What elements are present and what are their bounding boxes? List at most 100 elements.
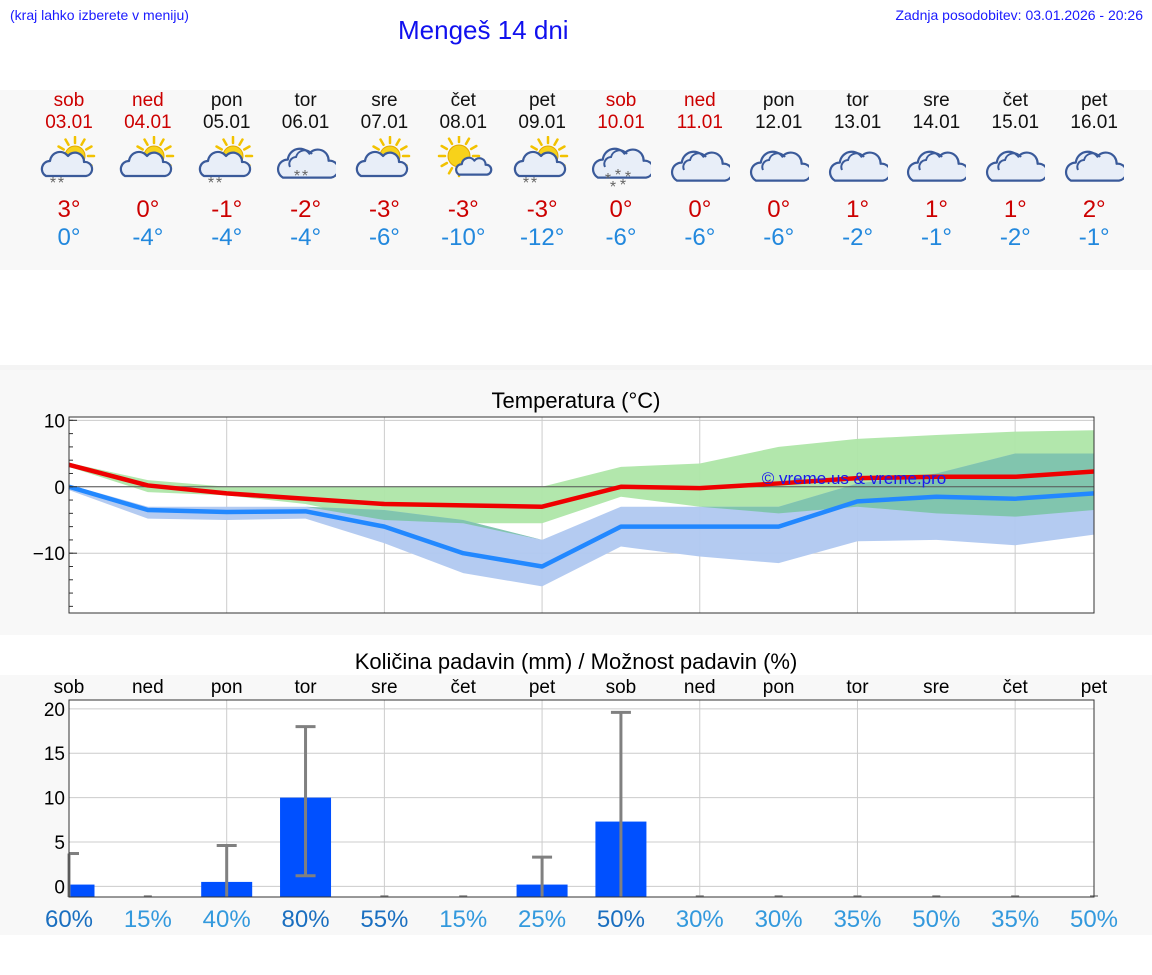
day-name: pet [1080,90,1108,111]
weather-icon-slot [118,135,178,192]
cloud-detail [1076,152,1101,171]
day-name: pon [210,90,243,111]
snowflake: * [50,175,56,192]
temp-min: -6° [605,224,637,251]
weather-icon-slot: * * [276,136,339,192]
y-tick-label: 5 [54,833,65,854]
sun-ray [537,138,543,146]
cloud-detail [839,152,865,171]
weather-icon-slot [906,136,970,192]
temp-min: -2° [842,224,874,251]
day-label: pet [1081,677,1108,698]
snowflake: * [301,168,307,185]
sun-ray [448,166,454,175]
day-name: čet [450,90,476,111]
cloud-icon [986,150,1049,182]
sun-ray [159,138,165,146]
day-label: pon [211,677,243,698]
y-tick-label: −10 [33,544,65,565]
series-line-max [68,462,1095,509]
temp-max: 3° [57,196,81,223]
precip-probability: 80% [282,906,330,933]
snowflake: * [293,168,299,185]
day-date: 12.01 [754,112,803,133]
snowflake: * [208,175,214,192]
day-name: ned [684,90,716,111]
sun-ray [400,145,409,151]
temp-min: -1° [920,224,952,251]
temp-max: 0° [136,196,160,223]
precip-bar [69,884,95,897]
temp-max: -3° [526,196,558,223]
snowflake: * [216,175,222,192]
sun-ray [85,145,93,151]
cloud-shape [513,150,567,178]
day-column: pet 09.01 * * -3° -12° [502,90,582,252]
sun-ray [558,145,566,151]
weather-icon-slot [828,136,891,192]
sun-cloud-snow-icon: * * [513,135,569,192]
day-column: tor 06.01 * * -2° -4° [266,90,346,252]
temp-min: -6° [368,224,400,251]
precip-probability: 30% [755,906,803,933]
temp-min: -12° [520,224,565,251]
cloud-detail [918,152,944,171]
temp-min: -2° [999,224,1031,251]
sun-ray [395,138,402,146]
day-name: sob [605,90,637,111]
sun-cloud-icon [119,135,175,178]
temp-max: 0° [688,196,712,223]
day-column: sre 07.01 -3° -6° [344,90,424,252]
last-update: Zadnja posodobitev: 03.01.2026 - 20:26 [895,7,1143,23]
day-date: 14.01 [912,112,961,133]
sun-ray [530,145,539,151]
day-column: pon 05.01 * * -1° -4° [187,90,267,252]
weather-icon-slot [985,136,1049,192]
plot-area [69,700,1094,897]
precip-probability: 50% [1070,906,1118,933]
day-label: sre [371,677,397,698]
temp-max: 0° [767,196,791,223]
temp-min: -6° [763,224,795,251]
y-tick-label: 0 [54,478,65,499]
sun-ray [465,137,471,146]
day-column: čet 08.01 -3° -10° [423,90,503,252]
sun-ray [237,138,244,146]
precipitation-chart: sob ned pon tor sre čet pet sob ned pon tor sre čet p… [44,677,1118,933]
sun-ray [470,144,478,151]
sun-ray [553,138,559,146]
precip-probability: 15% [124,906,172,933]
sun-cloud-snow-icon: * * [40,135,96,192]
precip-probability: 15% [439,906,487,933]
sun-ray [448,137,454,146]
sun-ray [242,145,251,151]
temp-min: 0° [57,224,81,251]
precip-probability: 35% [991,906,1039,933]
temp-max: -1° [211,196,243,223]
day-name: sre [371,90,398,111]
day-date: 08.01 [439,112,488,133]
cloud-shape [356,150,409,178]
precip-probability: 50% [912,906,960,933]
day-label: ned [132,677,164,698]
day-date: 15.01 [991,112,1040,133]
day-column: tor 13.01 1° -2° [818,90,898,252]
day-column: pet 16.01 2° -1° [1054,90,1134,252]
weather-icon-slot [1064,136,1128,192]
day-name: sob [53,90,85,111]
sun-ray [440,161,449,168]
cloud-icon [907,150,970,182]
day-date: 05.01 [202,112,251,133]
day-name: tor [846,90,869,111]
day-label: tor [294,677,317,698]
precip-probability: 25% [518,906,566,933]
cloud-icon [828,150,891,182]
day-label: čet [1002,677,1028,698]
temp-max: 0° [609,196,633,223]
day-name: pet [528,90,556,111]
day-column: čet 15.01 1° -2° [975,90,1055,252]
day-column: ned 04.01 0° -4° [108,90,188,252]
day-label: pon [763,677,795,698]
precip-probability: 35% [833,906,881,933]
cloud-snow-icon: * * [276,147,339,185]
